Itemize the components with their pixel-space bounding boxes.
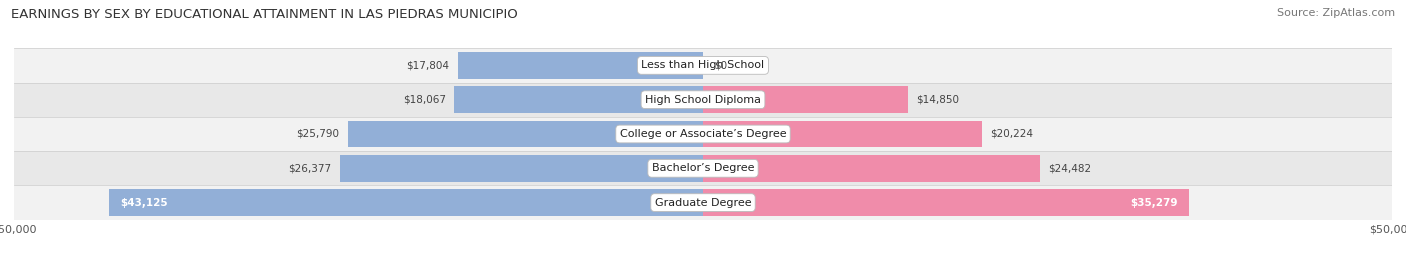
Bar <box>14 48 1392 83</box>
Text: Bachelor’s Degree: Bachelor’s Degree <box>652 163 754 173</box>
Text: $35,279: $35,279 <box>1130 198 1178 208</box>
Bar <box>347 121 703 147</box>
Text: Source: ZipAtlas.com: Source: ZipAtlas.com <box>1277 8 1395 18</box>
Text: $17,804: $17,804 <box>406 60 450 70</box>
Text: $20,224: $20,224 <box>990 129 1033 139</box>
Bar <box>703 189 1189 216</box>
Bar <box>14 151 1392 185</box>
Text: $18,067: $18,067 <box>402 95 446 105</box>
Text: $25,790: $25,790 <box>297 129 339 139</box>
Bar <box>14 83 1392 117</box>
Bar <box>703 121 981 147</box>
Text: High School Diploma: High School Diploma <box>645 95 761 105</box>
Bar <box>458 52 703 79</box>
Text: EARNINGS BY SEX BY EDUCATIONAL ATTAINMENT IN LAS PIEDRAS MUNICIPIO: EARNINGS BY SEX BY EDUCATIONAL ATTAINMEN… <box>11 8 517 21</box>
Text: Graduate Degree: Graduate Degree <box>655 198 751 208</box>
Text: College or Associate’s Degree: College or Associate’s Degree <box>620 129 786 139</box>
Text: $14,850: $14,850 <box>915 95 959 105</box>
Bar <box>14 185 1392 220</box>
Text: $26,377: $26,377 <box>288 163 332 173</box>
Text: $24,482: $24,482 <box>1049 163 1091 173</box>
Text: Less than High School: Less than High School <box>641 60 765 70</box>
Bar <box>454 86 703 113</box>
Bar <box>14 117 1392 151</box>
Bar <box>340 155 703 182</box>
Text: $0: $0 <box>714 60 727 70</box>
Bar <box>108 189 703 216</box>
Bar <box>703 86 908 113</box>
Text: $43,125: $43,125 <box>120 198 167 208</box>
Bar <box>703 155 1040 182</box>
